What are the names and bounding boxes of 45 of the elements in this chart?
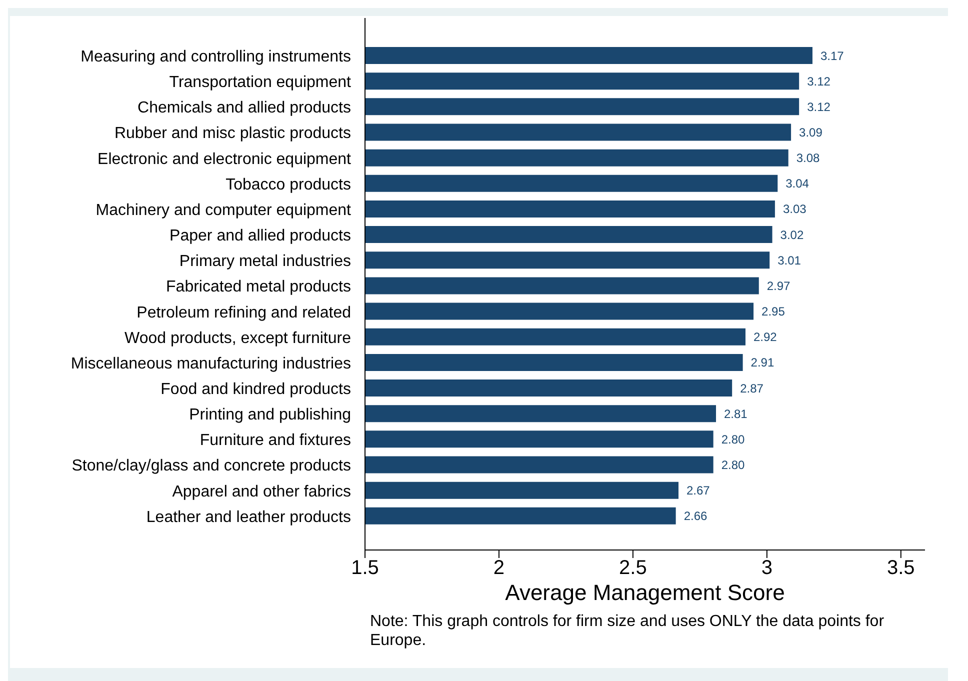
data-label: 2.91 <box>750 356 774 370</box>
data-label: 2.92 <box>753 330 778 344</box>
data-label: 2.87 <box>740 381 764 396</box>
y-tick-label: Leather and leather products <box>146 508 351 526</box>
y-tick-label: Miscellaneous manufacturing industries <box>70 355 351 372</box>
x-tick-label: 3 <box>761 557 772 580</box>
y-tick-label: Wood products, except furniture <box>124 330 352 347</box>
data-label: 3.12 <box>807 100 831 114</box>
y-tick-label: Paper and allied products <box>170 228 351 245</box>
y-tick-label: Food and kindred products <box>160 380 351 398</box>
x-tick-label: 1.5 <box>351 557 379 580</box>
data-label: 2.97 <box>766 278 791 293</box>
y-tick-label: Printing and publishing <box>189 406 351 424</box>
x-tick-label: 2 <box>493 557 505 580</box>
data-label: 3.03 <box>782 202 807 216</box>
y-tick-label: Machinery and computer equipment <box>96 202 352 219</box>
data-label: 3.17 <box>820 48 844 63</box>
data-label: 3.02 <box>780 228 804 242</box>
y-tick-label: Petroleum refining and related <box>136 304 351 322</box>
data-label: 2.67 <box>686 484 710 498</box>
x-tick-label: 3.5 <box>886 557 915 580</box>
data-label: 3.12 <box>807 74 831 88</box>
data-label: 3.09 <box>799 125 823 140</box>
y-tick-label: Rubber and misc plastic products <box>114 125 351 142</box>
y-tick-label: Transportation equipment <box>169 74 352 92</box>
data-label: 3.01 <box>778 253 802 268</box>
y-tick-label: Tobacco products <box>226 176 351 194</box>
data-label: 2.80 <box>721 458 746 472</box>
data-label: 2.80 <box>721 432 746 446</box>
y-tick-label: Furniture and fixtures <box>200 432 351 450</box>
text: Note: This graph controls for firm size and uses ONLY the data points for Europe. <box>370 612 886 650</box>
x-axis-title: Average Management Score <box>505 580 785 605</box>
y-tick-label: Primary metal industries <box>179 253 351 270</box>
y-tick-label: Stone/clay/glass and concrete products <box>72 458 351 475</box>
x-tick-label: 2.5 <box>619 557 647 580</box>
data-label: 2.81 <box>724 406 748 421</box>
y-tick-label: Fabricated metal products <box>166 278 351 296</box>
data-label: 2.66 <box>684 509 708 524</box>
y-tick-label: Apparel and other fabrics <box>172 483 351 500</box>
data-label: 2.95 <box>762 304 786 319</box>
y-tick-label: Chemicals and allied products <box>138 100 351 117</box>
y-tick-label: Electronic and electronic equipment <box>98 150 352 168</box>
y-tick-label: Measuring and controlling instruments <box>80 48 351 66</box>
data-label: 3.08 <box>796 151 820 166</box>
data-label: 3.04 <box>786 176 810 191</box>
